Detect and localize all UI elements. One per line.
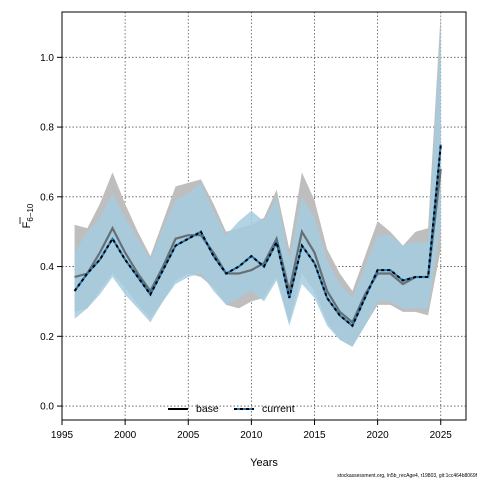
x-axis: 1995 2000 2005 2010 2015 2020 2025 [51,420,452,441]
legend-label-current: current [262,403,295,415]
legend-label-base: base [196,403,219,415]
y-axis-title-main: F [21,221,33,228]
plot-frame [61,11,467,421]
line-current-underlay [73,144,442,328]
y-tick-label: 0.6 [40,192,54,203]
y-tick-label: 0.0 [40,402,54,413]
y-axis-title-sub: 6−10 [26,203,35,222]
x-tick-label: 1995 [51,430,74,441]
y-tick-label: 0.8 [40,123,54,134]
y-axis-title: F6−10 [19,203,35,228]
svg-text:F6−10: F6−10 [21,203,35,228]
x-tick-label: 2025 [430,430,453,441]
confidence-bands [74,12,441,347]
footer-text: stockassessment.org, ln5b_recAge4, r1980… [337,473,477,479]
series-lines [73,144,442,328]
y-tick-label: 1.0 [40,53,54,64]
x-axis-title: Years [250,457,278,469]
band-current [74,25,441,347]
x-tick-label: 2000 [114,430,137,441]
line-base [74,168,442,325]
y-tick-label: 0.2 [40,332,54,343]
legend: base current [168,403,295,415]
x-tick-label: 2015 [303,430,326,441]
x-tick-label: 2020 [367,430,390,441]
x-tick-label: 2005 [177,430,200,441]
x-tick-label: 2010 [240,430,263,441]
y-axis: 0.0 0.2 0.4 0.6 0.8 1.0 [40,53,62,413]
y-tick-label: 0.4 [40,262,54,273]
